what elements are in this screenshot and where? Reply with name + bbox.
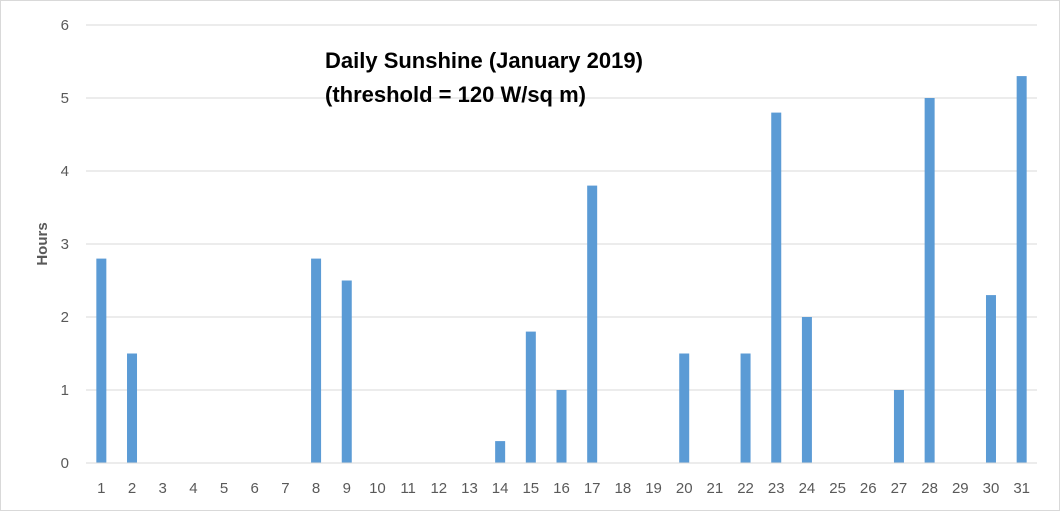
y-tick-label: 1 <box>61 382 69 399</box>
x-tick-label: 21 <box>707 480 724 497</box>
x-tick-label: 3 <box>159 480 167 497</box>
x-tick-label: 8 <box>312 480 320 497</box>
x-tick-label: 16 <box>553 480 570 497</box>
gridlines <box>86 24 1037 391</box>
x-tick-label: 1 <box>97 480 105 497</box>
y-axis-title: Hours <box>34 222 51 265</box>
y-tick-label: 2 <box>61 309 69 326</box>
bar-day-23 <box>771 112 782 463</box>
bar-day-14 <box>495 441 506 463</box>
bar-day-30 <box>985 295 996 463</box>
x-tick-label: 11 <box>400 480 416 497</box>
x-tick-label: 12 <box>430 480 447 497</box>
x-tick-label: 18 <box>615 480 632 497</box>
x-tick-label: 22 <box>737 480 754 497</box>
bar-day-31 <box>1016 76 1027 463</box>
x-tick-label: 13 <box>461 480 478 497</box>
x-tick-label: 14 <box>492 480 509 497</box>
y-axis-ticks: 0 1 2 3 4 5 6 <box>61 17 69 472</box>
chart-subtitle: (threshold = 120 W/sq m) <box>325 82 586 107</box>
x-tick-label: 10 <box>369 480 386 497</box>
x-tick-label: 19 <box>645 480 662 497</box>
y-tick-label: 5 <box>61 90 69 107</box>
bar-day-16 <box>556 390 567 463</box>
bar-day-1 <box>96 258 107 463</box>
x-tick-label: 4 <box>189 480 197 497</box>
x-tick-label: 9 <box>343 480 351 497</box>
bar-day-28 <box>924 98 935 463</box>
x-tick-label: 5 <box>220 480 228 497</box>
bar-day-8 <box>311 258 322 463</box>
x-tick-label: 27 <box>891 480 908 497</box>
y-tick-label: 6 <box>61 17 69 34</box>
bar-day-9 <box>341 280 352 463</box>
bar-day-20 <box>679 353 690 463</box>
x-tick-label: 23 <box>768 480 785 497</box>
bars <box>96 76 1027 463</box>
x-axis-ticks: 1 2 3 4 5 6 7 8 9 10 11 12 13 14 15 16 17 18 19 20 21 22 23 24 2… <box>97 480 1030 497</box>
chart-title: Daily Sunshine (January 2019) <box>325 48 643 73</box>
bar-day-27 <box>893 390 904 463</box>
x-tick-label: 30 <box>983 480 1000 497</box>
x-tick-label: 2 <box>128 480 136 497</box>
x-tick-label: 20 <box>676 480 693 497</box>
x-tick-label: 17 <box>584 480 601 497</box>
x-tick-label: 15 <box>522 480 539 497</box>
y-tick-label: 0 <box>61 455 69 472</box>
x-tick-label: 24 <box>799 480 816 497</box>
bar-day-15 <box>525 331 536 463</box>
x-tick-label: 28 <box>921 480 938 497</box>
x-tick-label: 6 <box>251 480 259 497</box>
bar-day-22 <box>740 353 751 463</box>
x-tick-label: 31 <box>1013 480 1030 497</box>
x-tick-label: 26 <box>860 480 877 497</box>
bar-day-24 <box>801 317 812 463</box>
y-tick-label: 3 <box>61 236 69 253</box>
bar-day-2 <box>127 353 138 463</box>
x-tick-label: 29 <box>952 480 969 497</box>
y-tick-label: 4 <box>61 163 69 180</box>
x-tick-label: 7 <box>281 480 289 497</box>
bar-day-17 <box>587 185 598 463</box>
x-tick-label: 25 <box>829 480 846 497</box>
